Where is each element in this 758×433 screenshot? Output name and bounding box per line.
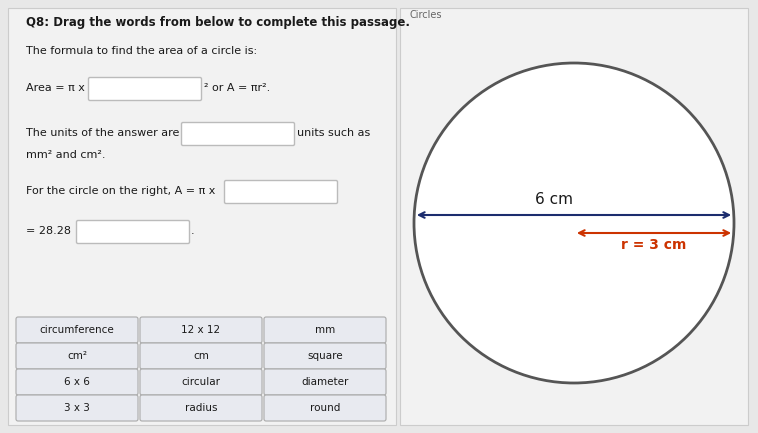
FancyBboxPatch shape	[140, 343, 262, 369]
FancyBboxPatch shape	[400, 8, 748, 425]
FancyBboxPatch shape	[264, 317, 386, 343]
FancyBboxPatch shape	[181, 123, 295, 145]
Text: .: .	[191, 226, 195, 236]
Text: cm: cm	[193, 351, 209, 361]
FancyBboxPatch shape	[140, 317, 262, 343]
Text: units such as: units such as	[297, 128, 370, 138]
Text: ² or A = πr².: ² or A = πr².	[204, 83, 271, 93]
Text: 12 x 12: 12 x 12	[181, 325, 221, 335]
Text: Area = π x: Area = π x	[26, 83, 85, 93]
Text: mm: mm	[315, 325, 335, 335]
FancyBboxPatch shape	[16, 317, 138, 343]
Text: diameter: diameter	[302, 377, 349, 387]
FancyBboxPatch shape	[140, 395, 262, 421]
FancyBboxPatch shape	[264, 369, 386, 395]
FancyBboxPatch shape	[16, 395, 138, 421]
Text: circumference: circumference	[39, 325, 114, 335]
FancyBboxPatch shape	[8, 8, 396, 425]
Text: The formula to find the area of a circle is:: The formula to find the area of a circle…	[26, 46, 257, 56]
Text: radius: radius	[185, 403, 218, 413]
Text: 6 cm: 6 cm	[535, 192, 573, 207]
Text: The units of the answer are: The units of the answer are	[26, 128, 180, 138]
Text: 6 x 6: 6 x 6	[64, 377, 90, 387]
Text: Circles: Circles	[410, 10, 443, 20]
FancyBboxPatch shape	[77, 220, 190, 243]
Text: For the circle on the right, A = π x: For the circle on the right, A = π x	[26, 186, 215, 196]
Text: r = 3 cm: r = 3 cm	[622, 238, 687, 252]
Text: 3 x 3: 3 x 3	[64, 403, 90, 413]
FancyBboxPatch shape	[224, 181, 337, 204]
Text: cm²: cm²	[67, 351, 87, 361]
Text: mm² and cm².: mm² and cm².	[26, 150, 105, 160]
FancyBboxPatch shape	[16, 343, 138, 369]
Circle shape	[414, 63, 734, 383]
FancyBboxPatch shape	[264, 343, 386, 369]
FancyBboxPatch shape	[89, 78, 202, 100]
Text: = 28.28: = 28.28	[26, 226, 71, 236]
FancyBboxPatch shape	[140, 369, 262, 395]
Text: round: round	[310, 403, 340, 413]
Text: Q8: Drag the words from below to complete this passage.: Q8: Drag the words from below to complet…	[26, 16, 410, 29]
FancyBboxPatch shape	[264, 395, 386, 421]
FancyBboxPatch shape	[16, 369, 138, 395]
Text: circular: circular	[181, 377, 221, 387]
Text: square: square	[307, 351, 343, 361]
